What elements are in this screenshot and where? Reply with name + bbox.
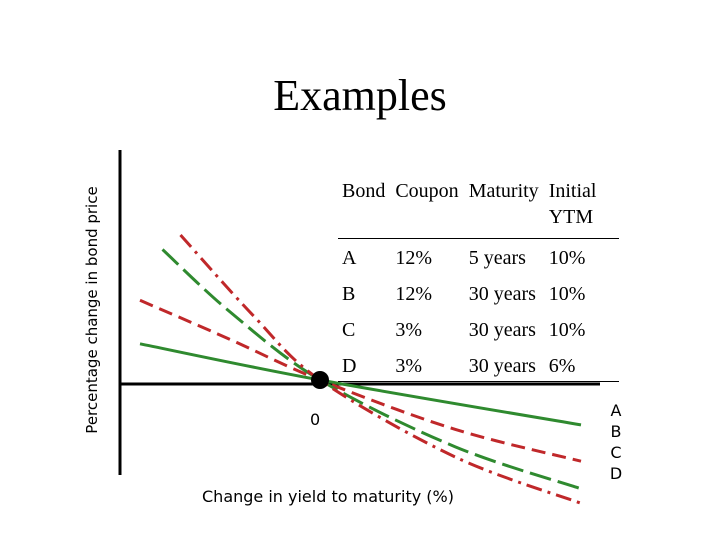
table-cell: 10% [548,247,586,269]
table-cell: 30 years [464,348,545,382]
table-row: B 12% 30 years 10% [338,276,619,312]
legend-entry-a: A [610,401,622,420]
col-header-bond: Bond [338,178,392,239]
table-cell: 3% [395,319,423,341]
origin-point [311,371,329,389]
legend-entry-c: C [610,443,622,462]
series-line-d [179,233,582,505]
table-cell: 30 years [468,283,536,305]
table-header-row: Bond Coupon Maturity Initial YTM [338,178,619,239]
series-line-c [161,248,582,491]
y-axis-label: Percentage change in bond price [83,186,101,434]
table-row: C 3% 30 years 10% [338,312,619,348]
table-cell: D [338,348,392,382]
legend-entry-b: B [610,422,622,441]
col-header-initial-ytm: Initial YTM [544,178,619,239]
col-header-maturity: Maturity [464,178,545,239]
table-cell: A [342,247,357,269]
table-cell: 12% [395,283,433,305]
table-cell: 10% [548,283,586,305]
origin-label: 0 [310,410,321,429]
table-row: D 3% 30 years 6% [338,348,619,382]
table-cell: 12% [395,247,433,269]
table-cell: 30 years [468,319,536,341]
legend: A B C D [604,400,628,484]
legend-entry-d: D [609,464,623,483]
table-cell: 10% [548,319,586,341]
series-line-b [139,298,582,463]
table-cell: 5 years [468,247,526,269]
bond-table: Bond Coupon Maturity Initial YTM A 12% 5… [338,178,619,382]
chart-title: Examples [273,71,447,120]
table-cell: C [342,319,356,341]
col-header-coupon: Coupon [391,178,465,239]
table-cell: 6% [544,348,619,382]
table-row: A 12% 5 years 10% [338,239,619,277]
table-cell: 3% [391,348,465,382]
x-axis-label: Change in yield to maturity (%) [202,487,454,506]
table-cell: B [342,283,356,305]
